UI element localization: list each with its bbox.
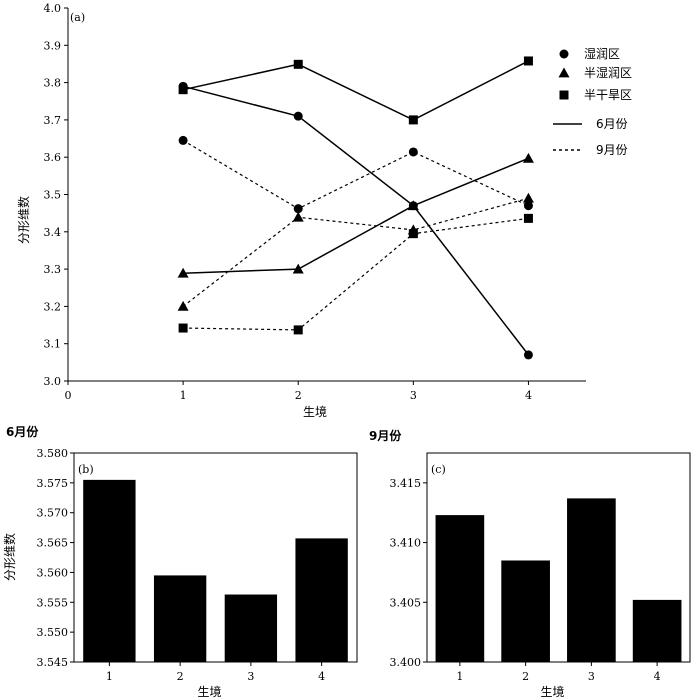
y-tick-label: 4.0 [44, 2, 62, 15]
x-tick-label: 2 [295, 389, 302, 402]
x-tick-label: 0 [65, 389, 72, 402]
data-point [293, 59, 303, 69]
x-tick-label: 1 [456, 670, 463, 683]
y-tick-label: 3.575 [37, 477, 69, 490]
data-point [522, 192, 534, 203]
y-axis-title: 分形维数 [16, 196, 31, 244]
x-tick-label: 3 [588, 670, 595, 683]
panel-label: (c) [431, 463, 446, 476]
bar [83, 479, 136, 662]
plot-frame [73, 452, 358, 663]
y-tick-label: 3.405 [390, 596, 422, 609]
y-tick-label: 3.570 [37, 507, 69, 520]
data-point [523, 350, 533, 360]
series-line [182, 197, 529, 307]
y-tick-label: 3.5 [44, 189, 62, 202]
data-point [178, 135, 188, 145]
x-tick-label: 1 [106, 670, 113, 683]
y-tick-label: 3.2 [44, 300, 62, 313]
legend-marker [558, 67, 570, 78]
line-chart-panel-a: 3.0 3.1 3.2 3.3 3.4 3.5 3.6 3.7 3.8 3.9 4.0 0 1 2 3 4 (a… [16, 2, 632, 419]
x-tick-label: 2 [177, 670, 184, 683]
y-tick-label: 3.4 [44, 226, 62, 239]
x-axis-title: 生境 [540, 684, 564, 699]
legend-label: 半干旱区 [584, 88, 632, 102]
data-point [522, 152, 534, 163]
data-point [523, 201, 533, 211]
y-tick-label: 3.410 [390, 537, 422, 550]
bar [501, 560, 550, 662]
y-tick-label: 3.6 [44, 151, 62, 164]
data-point [293, 325, 303, 335]
bar [153, 575, 207, 662]
y-tick-label: 3.415 [390, 477, 422, 490]
x-axis-title: 生境 [303, 404, 327, 419]
bar [567, 498, 616, 662]
legend-marker [559, 49, 569, 59]
x-axis-title: 生境 [197, 684, 221, 699]
panel-label: (b) [78, 463, 94, 476]
data-point [177, 300, 189, 311]
bar [224, 594, 278, 662]
data-point [293, 111, 303, 121]
series-line [183, 217, 529, 331]
data-point [407, 200, 419, 211]
y-tick-label: 3.560 [37, 566, 69, 579]
y-tick-label: 3.1 [44, 338, 62, 351]
y-tick-label: 3.545 [37, 656, 69, 669]
legend-label: 9月份 [596, 143, 628, 157]
y-tick-label: 3.580 [37, 447, 69, 460]
data-point [292, 211, 304, 222]
x-tick-label: 4 [654, 670, 661, 683]
bar [435, 515, 485, 662]
panel-label-a: (a) [70, 11, 85, 24]
series-line [182, 60, 529, 121]
x-tick-label: 4 [318, 670, 325, 683]
y-tick-label: 3.7 [44, 114, 62, 127]
data-point [523, 213, 533, 223]
data-point [408, 229, 418, 239]
y-tick-label: 3.550 [37, 626, 69, 639]
data-point [292, 263, 304, 274]
x-tick-label: 4 [525, 389, 532, 402]
data-point [408, 115, 418, 125]
legend-label: 6月份 [596, 117, 628, 131]
legend-label: 半湿润区 [584, 65, 632, 80]
data-point [178, 323, 188, 333]
y-axis-title: 分形维数 [2, 533, 17, 581]
y-tick-label: 3.565 [37, 537, 69, 550]
panel-title: 9月份 [369, 428, 402, 443]
x-tick-label: 2 [522, 670, 529, 683]
y-tick-label: 3.555 [37, 596, 69, 609]
plot-frame [426, 452, 691, 663]
panel-title: 6月份 [6, 424, 39, 439]
x-tick-label: 3 [410, 389, 417, 402]
legend-label: 湿润区 [584, 46, 620, 61]
y-tick-label: 3.0 [44, 375, 62, 388]
y-tick-label: 3.400 [390, 656, 422, 669]
bar-chart-panel-b: 3.545 3.550 3.555 3.560 3.565 3.570 3.575 3.580… [2, 424, 358, 699]
x-tick-label: 1 [180, 389, 187, 402]
data-point [523, 56, 533, 66]
data-point [293, 204, 303, 214]
data-point [408, 147, 418, 157]
series-line [182, 139, 529, 210]
legend-marker [559, 90, 569, 100]
bar [632, 599, 682, 662]
y-tick-label: 3.3 [44, 263, 62, 276]
data-point [177, 267, 189, 278]
series-line [182, 85, 530, 356]
data-point [178, 85, 188, 95]
y-tick-label: 3.9 [44, 39, 62, 52]
y-tick-label: 3.8 [44, 77, 62, 90]
bar [295, 538, 348, 662]
x-tick-label: 3 [247, 670, 254, 683]
series-line [183, 157, 529, 274]
